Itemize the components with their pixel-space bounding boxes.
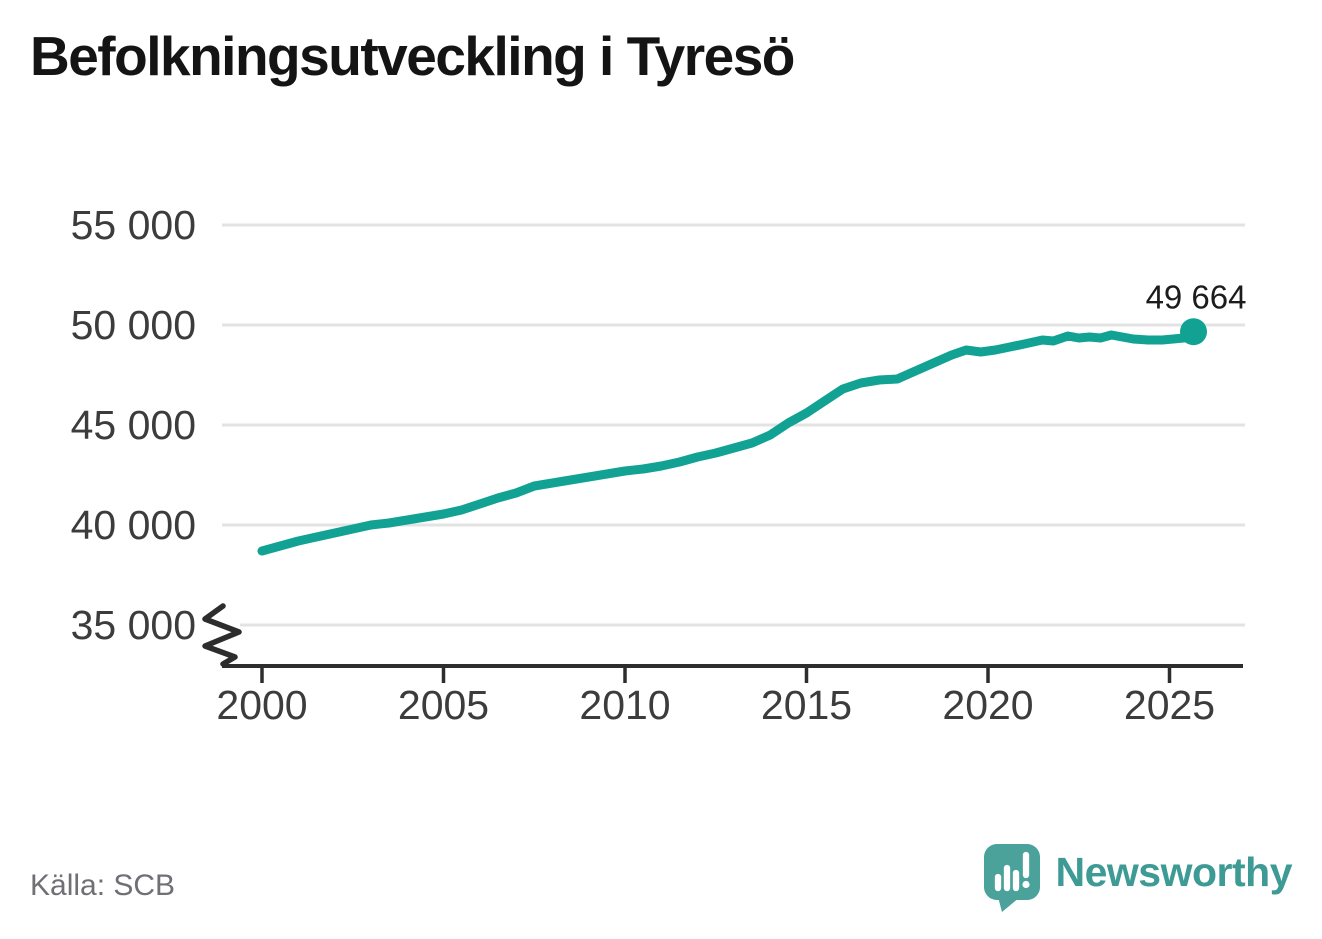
y-tick-label: 50 000 bbox=[71, 302, 196, 348]
chart-title: Befolkningsutveckling i Tyresö bbox=[30, 25, 795, 87]
newsworthy-logo-text: Newsworthy bbox=[1055, 849, 1293, 895]
x-tick-label: 2005 bbox=[398, 682, 489, 728]
newsworthy-logo: Newsworthy bbox=[983, 843, 1293, 913]
x-tick-label: 2010 bbox=[579, 682, 670, 728]
y-tick-label: 55 000 bbox=[71, 202, 196, 248]
logo-speech-bubble bbox=[983, 844, 1040, 900]
newsworthy-logo-icon bbox=[983, 844, 1040, 912]
source-caption: Källa: SCB bbox=[30, 869, 176, 902]
logo-exclamation-dot bbox=[1021, 880, 1030, 889]
end-value-label: 49 664 bbox=[1146, 279, 1247, 316]
y-tick-label: 40 000 bbox=[71, 502, 196, 548]
x-tick-label: 2015 bbox=[761, 682, 852, 728]
axis-break-icon bbox=[202, 603, 242, 667]
logo-bubble-tail bbox=[997, 897, 1020, 912]
population-line bbox=[257, 327, 1198, 556]
x-tick-label: 2000 bbox=[216, 682, 307, 728]
x-tick-label: 2025 bbox=[1124, 682, 1215, 728]
y-tick-label: 45 000 bbox=[71, 402, 196, 448]
end-point-marker bbox=[1180, 318, 1207, 346]
y-tick-label: 35 000 bbox=[71, 602, 196, 648]
x-tick-label: 2020 bbox=[942, 682, 1033, 728]
logo-bar-chart-icon bbox=[994, 851, 1029, 892]
